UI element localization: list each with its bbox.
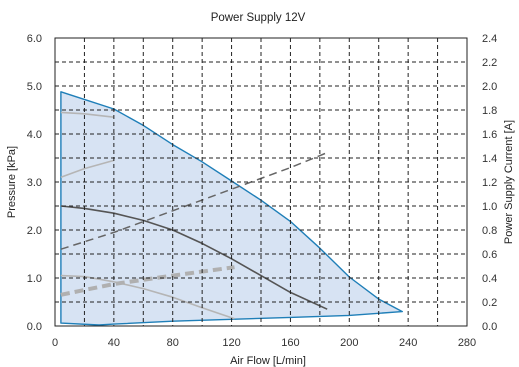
x-tick-label: 240 xyxy=(399,337,417,349)
x-tick-label: 80 xyxy=(167,337,179,349)
y2-tick-label: 1.6 xyxy=(482,129,497,141)
x-tick-label: 200 xyxy=(340,337,358,349)
pressure-curve-light xyxy=(60,111,114,118)
x-axis-ticks: 0 40 80 120 160 200 240 280 xyxy=(52,337,476,349)
current-curve-dashed-thick xyxy=(60,265,235,297)
y2-tick-label: 0.6 xyxy=(482,249,497,261)
y-axis-ticks: 0.0 1.0 2.0 3.0 4.0 5.0 6.0 xyxy=(27,33,42,333)
y-tick-label: 5.0 xyxy=(27,81,42,93)
x-tick-label: 280 xyxy=(458,337,476,349)
chart-title: Power Supply 12V xyxy=(211,12,306,24)
x-tick-label: 40 xyxy=(108,337,120,349)
y2-tick-label: 0.2 xyxy=(482,297,497,309)
x-tick-label: 0 xyxy=(52,337,58,349)
y2-tick-label: 1.0 xyxy=(482,201,497,213)
y2-tick-label: 2.0 xyxy=(482,81,497,93)
y-axis-label: Pressure [kPa] xyxy=(6,146,18,218)
y-tick-label: 2.0 xyxy=(27,225,42,237)
y2-tick-label: 2.2 xyxy=(482,57,497,69)
y-tick-label: 6.0 xyxy=(27,33,42,45)
x-tick-label: 160 xyxy=(281,337,299,349)
y2-tick-label: 0.8 xyxy=(482,225,497,237)
y2-axis-label: Power Supply Current [A] xyxy=(503,120,515,244)
grid-layer xyxy=(55,38,467,326)
y-tick-label: 3.0 xyxy=(27,177,42,189)
x-tick-label: 120 xyxy=(222,337,240,349)
y-tick-label: 1.0 xyxy=(27,273,42,285)
y-tick-label: 0.0 xyxy=(27,321,42,333)
y2-tick-label: 0.0 xyxy=(482,321,497,333)
y2-tick-label: 1.8 xyxy=(482,105,497,117)
y2-tick-label: 2.4 xyxy=(482,33,497,45)
y-tick-label: 4.0 xyxy=(27,129,42,141)
x-axis-label: Air Flow [L/min] xyxy=(230,355,306,367)
pressure-curve-dark xyxy=(60,205,328,310)
pressure-curve-light xyxy=(60,159,115,178)
y2-axis-ticks: 0.0 0.2 0.4 0.6 0.8 1.0 1.2 1.4 1.6 1.8 2.0 2.2 2.4 xyxy=(482,33,497,333)
plot-frame xyxy=(54,37,468,327)
y2-tick-label: 1.2 xyxy=(482,177,497,189)
y2-tick-label: 0.4 xyxy=(482,273,497,285)
y2-tick-label: 1.4 xyxy=(482,153,497,165)
